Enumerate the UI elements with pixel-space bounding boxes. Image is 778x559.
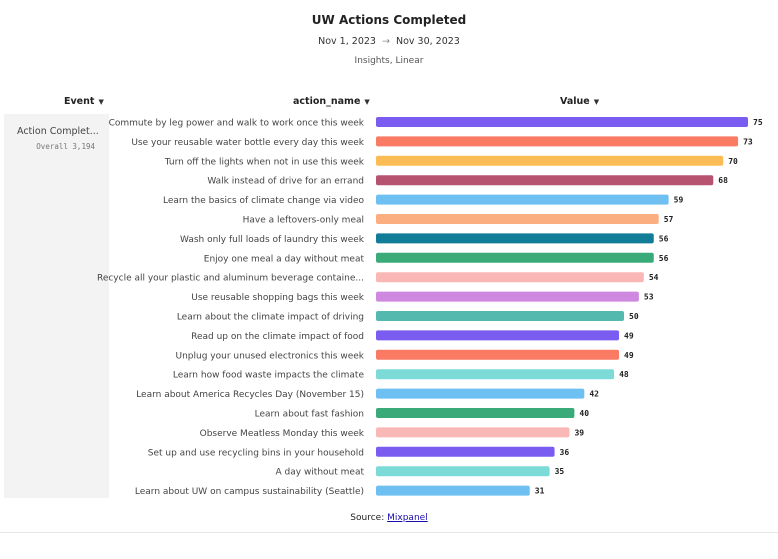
value-label: 49: [624, 351, 634, 360]
bar[interactable]: [376, 330, 620, 341]
bar[interactable]: [376, 175, 714, 186]
bar[interactable]: [376, 311, 624, 321]
category-label: Learn the basics of climate change via v…: [163, 196, 365, 206]
value-label: 56: [659, 254, 669, 263]
category-label: Recycle all your plastic and aluminum be…: [97, 274, 364, 284]
chart-subtitle: Insights, Linear: [354, 56, 424, 66]
value-label: 49: [624, 331, 634, 340]
date-start: Nov 1, 2023: [318, 36, 376, 47]
category-label: Learn about America Recycles Day (Novemb…: [136, 390, 364, 400]
value-label: 50: [629, 312, 639, 321]
category-label: Use your reusable water bottle every day…: [131, 138, 364, 148]
value-label: 56: [659, 234, 669, 243]
bar[interactable]: [376, 466, 550, 477]
bar[interactable]: [376, 349, 620, 360]
bar[interactable]: [376, 369, 615, 380]
bar[interactable]: [376, 388, 585, 399]
value-label: 42: [589, 390, 599, 399]
bar[interactable]: [376, 291, 639, 302]
category-label: Learn how food waste impacts the climate: [173, 371, 365, 381]
value-label: 36: [560, 448, 570, 457]
date-end: Nov 30, 2023: [395, 36, 460, 47]
bar[interactable]: [376, 272, 644, 283]
value-label: 54: [649, 273, 659, 282]
source-label: Source:: [350, 513, 385, 523]
divider: [0, 532, 778, 533]
category-label: Commute by leg power and walk to work on…: [109, 119, 365, 129]
value-label: 53: [644, 293, 654, 302]
date-range: Nov 1, 2023 → Nov 30, 2023: [0, 36, 778, 47]
event-column-label: Event: [64, 96, 95, 107]
bar[interactable]: [376, 252, 654, 263]
value-label: 57: [664, 215, 674, 224]
chevron-down-icon: ▼: [364, 97, 370, 106]
bar[interactable]: [376, 117, 748, 127]
bar[interactable]: [376, 408, 575, 418]
event-overall-total: Overall 3,194: [36, 142, 95, 151]
category-label: A day without meat: [276, 468, 365, 478]
value-column-label: Value: [560, 96, 590, 107]
chevron-down-icon: ▼: [98, 97, 104, 106]
category-label: Turn off the lights when not in use this…: [164, 157, 365, 167]
source-line: Source: Mixpanel: [0, 513, 778, 523]
value-label: 75: [753, 118, 763, 127]
event-panel[interactable]: Action Complet... Overall 3,194: [4, 114, 109, 498]
chevron-down-icon: ▼: [593, 97, 600, 106]
bar[interactable]: [376, 136, 739, 147]
value-label: 48: [619, 370, 629, 379]
category-label: Learn about UW on campus sustainability …: [135, 487, 364, 497]
category-label: Wash only full loads of laundry this wee…: [180, 235, 365, 245]
bar[interactable]: [376, 446, 555, 457]
arrow-right-icon: →: [381, 36, 390, 47]
category-label: Read up on the climate impact of food: [191, 332, 364, 342]
bar[interactable]: [376, 233, 654, 244]
bar[interactable]: [376, 194, 669, 205]
event-column-header[interactable]: Event ▼: [64, 96, 104, 107]
value-label: 35: [555, 467, 565, 476]
category-label: Learn about fast fashion: [255, 410, 364, 420]
category-label: Unplug your unused electronics this week: [176, 351, 365, 361]
action-name-column-header[interactable]: action_name ▼: [293, 96, 370, 107]
bar[interactable]: [376, 155, 724, 166]
category-label: Set up and use recycling bins in your ho…: [148, 448, 364, 458]
category-label: Learn about the climate impact of drivin…: [177, 313, 364, 323]
category-label: Walk instead of drive for an errand: [207, 177, 364, 187]
bar[interactable]: [376, 485, 530, 496]
value-label: 68: [718, 176, 728, 185]
value-column-header[interactable]: Value ▼: [560, 96, 599, 107]
bar[interactable]: [376, 214, 659, 224]
value-label: 39: [574, 428, 584, 437]
source-link[interactable]: Mixpanel: [387, 513, 428, 523]
value-label: 59: [674, 196, 684, 205]
value-label: 40: [579, 409, 589, 418]
chart-title: UW Actions Completed: [311, 13, 467, 27]
event-name: Action Complet...: [17, 126, 99, 137]
bar[interactable]: [376, 427, 570, 438]
value-label: 31: [535, 487, 545, 496]
value-label: 70: [728, 157, 738, 166]
category-label: Use reusable shopping bags this week: [191, 293, 365, 303]
category-label: Observe Meatless Monday this week: [200, 429, 365, 439]
category-label: Have a leftovers-only meal: [243, 216, 364, 226]
action-name-column-label: action_name: [293, 96, 361, 107]
category-label: Enjoy one meal a day without meat: [204, 254, 365, 264]
value-label: 73: [743, 137, 753, 146]
